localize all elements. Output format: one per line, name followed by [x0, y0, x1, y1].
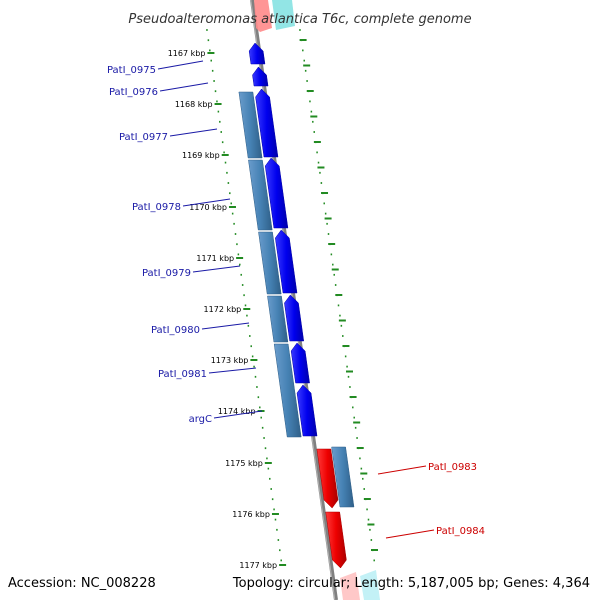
- leader-line: [192, 265, 241, 273]
- scale-label: 1174 kbp: [218, 407, 256, 416]
- cds-PatI_0979[interactable]: [275, 229, 298, 294]
- scale-label: 1177 kbp: [239, 561, 277, 570]
- leader-line: [169, 128, 218, 137]
- gene-label-PatI_0976[interactable]: PatI_0976: [109, 87, 158, 98]
- orf-segment: [267, 295, 289, 343]
- cds-PatI_0980[interactable]: [284, 294, 305, 342]
- orf-track-forward: [238, 91, 302, 438]
- leader-line: [213, 410, 263, 419]
- scale-label: 1172 kbp: [204, 305, 242, 314]
- gene-label-PatI_0983[interactable]: PatI_0983: [428, 462, 477, 473]
- scale-ticks-right: [299, 29, 378, 562]
- scale-ticks-left: [206, 29, 287, 566]
- accession-text: Accession: NC_008228: [8, 576, 156, 591]
- cds-PatI_0975[interactable]: [248, 42, 266, 65]
- orf-segment: [238, 91, 263, 159]
- scale-label: 1171 kbp: [196, 254, 234, 263]
- orf-segment: [273, 343, 302, 438]
- leader-line: [385, 529, 435, 539]
- gene-label-PatI_0981[interactable]: PatI_0981: [158, 369, 207, 380]
- gene-label-PatI_0980[interactable]: PatI_0980: [151, 325, 200, 336]
- cds-PatI_0977[interactable]: [255, 88, 279, 158]
- leader-line: [159, 82, 209, 92]
- leader-line: [377, 465, 427, 475]
- leader-line: [201, 322, 250, 330]
- gene-label-PatI_0977[interactable]: PatI_0977: [119, 132, 168, 143]
- cds-PatI_0983[interactable]: [316, 448, 339, 509]
- reverse-features: [316, 446, 355, 569]
- scale-label: 1169 kbp: [182, 151, 220, 160]
- top-partial-cyan-box: [272, 0, 295, 30]
- leader-line: [157, 60, 204, 70]
- scale-label: 1176 kbp: [232, 510, 270, 519]
- gene-label-PatI_0978[interactable]: PatI_0978: [132, 202, 181, 213]
- top-partial-features: [254, 0, 295, 32]
- gene-labels-reverse: PatI_0983 PatI_0984: [377, 462, 485, 539]
- genome-summary-text: Topology: circular; Length: 5,187,005 bp…: [232, 576, 590, 591]
- gene-label-PatI_0975[interactable]: PatI_0975: [107, 65, 156, 76]
- orf-segment: [258, 231, 282, 295]
- gene-label-argC[interactable]: argC: [189, 414, 212, 425]
- top-partial-red-arrow: [254, 0, 272, 32]
- gene-label-PatI_0984[interactable]: PatI_0984: [436, 526, 485, 537]
- map-title: Pseudoalteromonas atlantica T6c, complet…: [128, 12, 471, 27]
- cds-PatI_0984[interactable]: [325, 511, 347, 569]
- scale-label: 1168 kbp: [175, 100, 213, 109]
- scale-label: 1167 kbp: [168, 49, 206, 58]
- cds-argC[interactable]: [296, 384, 318, 437]
- leader-line: [182, 198, 231, 207]
- bottom-partial-features: [340, 570, 380, 600]
- cds-PatI_0981[interactable]: [290, 342, 310, 384]
- cds-PatI_0976[interactable]: [252, 66, 269, 87]
- gene-label-PatI_0979[interactable]: PatI_0979: [142, 268, 191, 279]
- orf-segment: [248, 159, 273, 231]
- scale-label: 1170 kbp: [189, 203, 227, 212]
- scale-label: 1175 kbp: [225, 459, 263, 468]
- bottom-partial-pink-box: [340, 572, 360, 600]
- leader-line: [208, 367, 257, 374]
- cds-track-forward: [248, 42, 318, 437]
- gene-labels-forward: PatI_0975 PatI_0976 PatI_0977 PatI_0978 PatI…: [107, 60, 263, 425]
- orf-segment-reverse: [331, 446, 355, 508]
- cds-PatI_0978[interactable]: [264, 157, 289, 229]
- bottom-partial-cyan-box: [360, 570, 380, 600]
- scale-labels: 1167 kbp 1168 kbp 1169 kbp 1170 kbp 1171 kbp…: [168, 49, 277, 570]
- scale-label: 1173 kbp: [211, 356, 249, 365]
